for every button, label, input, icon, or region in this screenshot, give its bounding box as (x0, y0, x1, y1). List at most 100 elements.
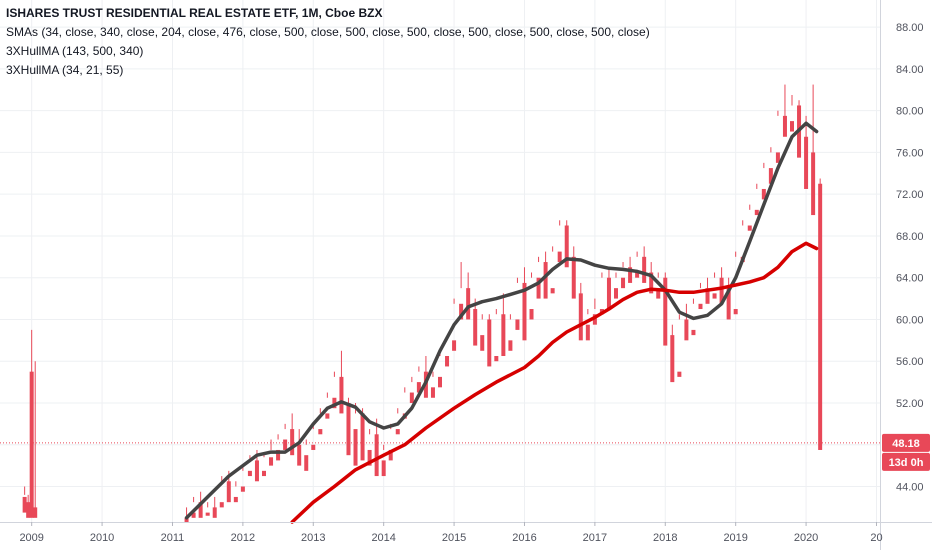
candle-body (360, 413, 365, 461)
candle-body (438, 376, 442, 388)
bar-countdown-value: 13d 0h (889, 457, 924, 469)
candle-body (304, 455, 309, 471)
candle-body (501, 314, 506, 357)
symbol-title[interactable]: ISHARES TRUST RESIDENTIAL REAL ESTATE ET… (6, 6, 383, 20)
candle-down (719, 267, 724, 304)
candle-down (297, 429, 302, 466)
candle-body (254, 460, 259, 482)
candle-body (459, 303, 464, 320)
candle-body (543, 262, 548, 299)
time-axis[interactable]: 2009 2010 2011 2012 2013 2014 2015 2016 2017 2018… (0, 522, 932, 544)
candle-body (508, 340, 513, 351)
candle-down (452, 298, 457, 351)
candle-down (318, 408, 323, 435)
candle-down (698, 282, 703, 310)
candle-body (804, 136, 809, 189)
candle-body (811, 152, 816, 216)
candle-body (212, 507, 217, 518)
candle-body (416, 382, 421, 393)
y-tick-label: 76.00 (896, 147, 924, 159)
hull-ma-indicator-label-2[interactable]: 3XHullMA (34, 21, 55) (6, 63, 124, 77)
candle-body (409, 392, 414, 403)
candle-down (726, 277, 731, 320)
candle-down (416, 366, 421, 393)
hull-ma-indicator-label-1[interactable]: 3XHullMA (143, 500, 340) (6, 44, 144, 58)
last-price-value: 48.18 (892, 438, 920, 450)
candle-down (790, 95, 794, 132)
candle-body (705, 288, 710, 304)
indicator-lines (184, 121, 819, 524)
candle-body (768, 168, 773, 184)
candle-down (26, 494, 31, 518)
bar-countdown-tag (882, 452, 930, 471)
candle-body (606, 277, 611, 310)
candle-down (536, 256, 541, 299)
chart-grid (0, 0, 880, 522)
candle-down (395, 408, 400, 435)
candle-down (409, 376, 414, 403)
price-tags: 48.18 13d 0h (882, 433, 930, 471)
candle-down (571, 246, 576, 299)
candle-body (550, 288, 555, 294)
candle-body (747, 225, 752, 231)
candle-down (578, 282, 583, 341)
candle-body (698, 303, 703, 310)
x-tick-label: 2012 (231, 532, 255, 544)
candle-down (353, 402, 358, 466)
y-tick-label: 52.00 (896, 398, 924, 410)
y-tick-label: 88.00 (896, 22, 924, 34)
candle-down (712, 272, 717, 299)
candle-down (621, 262, 626, 289)
candle-down (367, 429, 372, 466)
candle-body (782, 115, 787, 137)
candle-down (599, 272, 604, 315)
x-tick-label: 20 (870, 532, 882, 544)
candle-body (325, 413, 330, 419)
x-tick-label: 2009 (19, 532, 43, 544)
candle-down (501, 293, 506, 357)
last-price-tag (882, 433, 930, 452)
candle-down (656, 272, 661, 299)
candle-body (290, 429, 295, 456)
x-tick-label: 2015 (442, 532, 466, 544)
y-tick-label: 44.00 (896, 482, 924, 494)
candle-body (226, 481, 231, 503)
candle-body (684, 319, 689, 341)
candle-body (663, 277, 668, 346)
candle-down (29, 329, 34, 518)
candle-down (290, 413, 295, 456)
candle-body (656, 288, 661, 299)
x-tick-label: 2016 (512, 532, 536, 544)
candle-down (325, 392, 330, 419)
candle-down (22, 486, 27, 513)
sma-indicator-label[interactable]: SMAs (34, close, 340, close, 204, close,… (6, 25, 650, 39)
candle-down (332, 371, 337, 409)
candle-down (775, 110, 780, 163)
candle-down (550, 246, 555, 294)
candle-down (733, 251, 738, 315)
candle-body (205, 512, 210, 516)
y-tick-label: 56.00 (896, 356, 924, 368)
candle-body (515, 319, 520, 330)
candle-body (445, 356, 450, 367)
candle-body (712, 293, 717, 299)
hull-ma-line (184, 121, 819, 520)
candle-down (747, 204, 752, 231)
candle-body (395, 429, 400, 435)
candle-down (219, 476, 224, 508)
x-tick-label: 2013 (301, 532, 325, 544)
candle-body (571, 256, 576, 299)
candle-body (233, 496, 238, 503)
sma-line (290, 241, 819, 524)
candle-down (635, 251, 640, 278)
candle-body (614, 288, 618, 299)
candle-down (459, 262, 464, 320)
x-tick-label: 2010 (90, 532, 114, 544)
candle-body (818, 183, 823, 450)
candle-body (473, 309, 478, 346)
candle-down (782, 84, 787, 137)
y-tick-label: 80.00 (896, 106, 924, 118)
candle-body (522, 282, 527, 341)
candle-body (635, 272, 640, 278)
